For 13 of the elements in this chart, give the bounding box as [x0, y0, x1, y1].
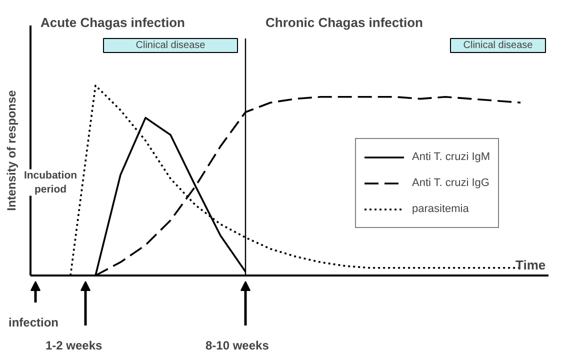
text: infection [8, 316, 58, 330]
legend-label: Anti T. cruzi IgG [412, 177, 490, 189]
text: Clinical disease [136, 40, 206, 51]
x-axis-title: Time [516, 258, 546, 272]
legend-label: Anti T. cruzi IgM [412, 151, 490, 163]
text: Acute Chagas infection [40, 15, 186, 30]
text: Clinical disease [463, 40, 534, 51]
y-axis-title: Intensity of response [4, 90, 18, 211]
annotation: Incubation period [24, 169, 78, 196]
text: 8-10 weeks [206, 338, 270, 352]
text: 1-2 weeks [46, 338, 103, 352]
text: Chronic Chagas infection [266, 15, 424, 30]
legend-label: parasitemia [412, 203, 469, 215]
